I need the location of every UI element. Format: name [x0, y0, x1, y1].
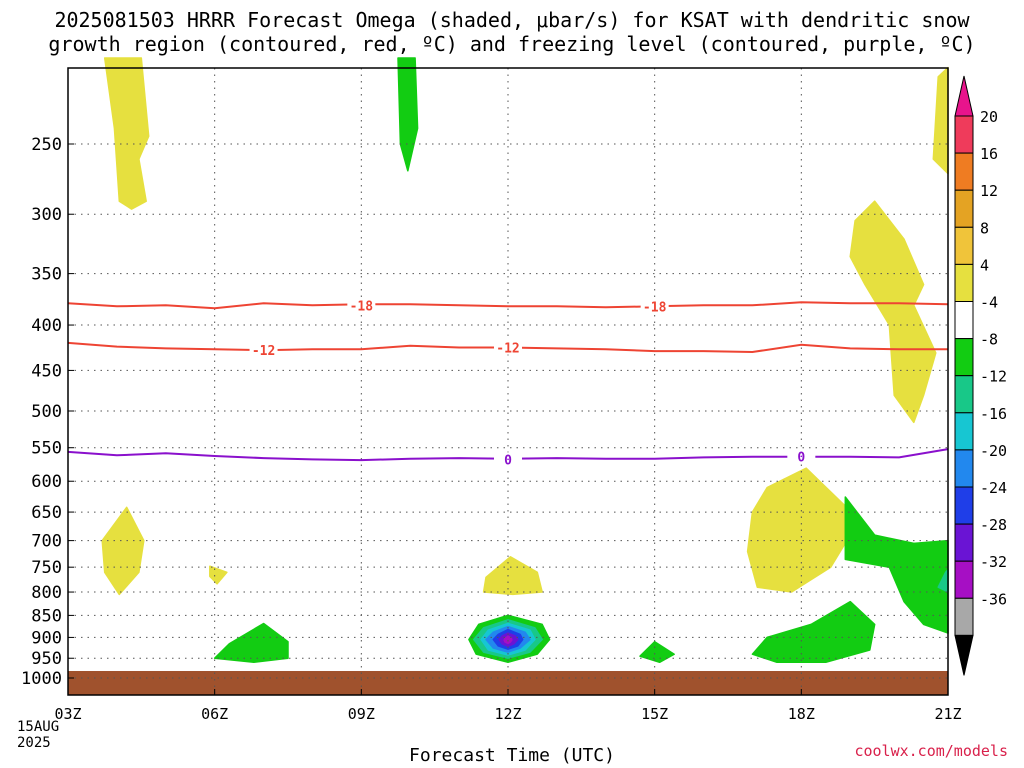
contour-label-0: 0 — [504, 453, 512, 468]
omega-region-1 — [101, 506, 145, 596]
colorbar: 20 16 12 8 4 -4 -8 -12 -16 -20 -24 -28 -32 -36 — [954, 75, 1007, 676]
contour-label-0: 0 — [797, 451, 805, 466]
contour-layer: -18 -18 -12 -12 0 0 — [67, 298, 949, 468]
colorbar-label: 4 — [980, 256, 989, 274]
colorbar-swatch-13 — [954, 597, 974, 636]
site-attribution: coolwx.com/models — [854, 742, 1008, 760]
y-tick-label: 300 — [31, 205, 62, 225]
colorbar-label: 20 — [980, 108, 998, 126]
colorbar-label: -8 — [980, 331, 998, 349]
y-tick-label: 550 — [31, 439, 62, 459]
omega-region-11 — [844, 496, 949, 634]
contour-label--18: -18 — [643, 300, 667, 315]
omega-region-8 — [213, 622, 289, 664]
colorbar-swatch-4 — [954, 263, 974, 302]
omega-region-3 — [482, 556, 543, 596]
start-date-label: 15AUG 2025 — [17, 719, 59, 751]
colorbar-bottom-arrow — [954, 634, 974, 676]
colorbar-swatch-8 — [954, 412, 974, 451]
x-axis: 03Z 06Z 09Z 12Z 15Z 18Z 21Z — [54, 689, 962, 723]
x-tick-label: 09Z — [348, 705, 375, 723]
contour-label-bg-1-0 — [249, 343, 278, 358]
y-tick-label: 850 — [31, 606, 62, 626]
y-tick-label: 350 — [31, 265, 62, 285]
colorbar-label: -20 — [980, 442, 1007, 460]
y-axis: 2503003504004505005506006507007508008509… — [21, 135, 74, 689]
colorbar-label: -36 — [980, 590, 1007, 608]
x-tick-label: 03Z — [54, 705, 81, 723]
omega-region-9 — [639, 640, 675, 664]
date-day-month: 15AUG — [17, 719, 60, 735]
date-year: 2025 — [17, 735, 51, 751]
colorbar-swatch-2 — [954, 189, 974, 228]
colorbar-swatch-7 — [954, 375, 974, 414]
x-tick-label: 12Z — [494, 705, 521, 723]
colorbar-swatch-9 — [954, 449, 974, 488]
x-tick-label: 21Z — [934, 705, 961, 723]
y-tick-label: 950 — [31, 649, 62, 669]
colorbar-swatch-6 — [954, 338, 974, 377]
grid-layer — [67, 68, 949, 695]
colorbar-top-arrow — [954, 75, 974, 117]
y-tick-label: 600 — [31, 472, 62, 492]
colorbar-label: -16 — [980, 405, 1007, 423]
colorbar-label: 8 — [980, 219, 989, 237]
colorbar-label: -32 — [980, 553, 1007, 571]
x-tick-label: 06Z — [201, 705, 228, 723]
x-axis-title: Forecast Time (UTC) — [409, 745, 615, 766]
colorbar-swatch-11 — [954, 523, 974, 562]
colorbar-label: -28 — [980, 516, 1007, 534]
omega-shading-layer — [101, 57, 949, 664]
y-tick-label: 700 — [31, 532, 62, 552]
omega-region-7 — [397, 57, 419, 172]
y-tick-label: 500 — [31, 402, 62, 422]
terrain-fill — [68, 671, 948, 695]
colorbar-swatch-1 — [954, 152, 974, 191]
colorbar-swatch-3 — [954, 226, 974, 265]
chart-title: 2025081503 HRRR Forecast Omega (shaded, … — [0, 8, 1024, 56]
y-tick-label: 450 — [31, 361, 62, 381]
colorbar-label: 16 — [980, 145, 998, 163]
contour-label--12: -12 — [496, 341, 519, 356]
terrain-layer — [68, 671, 948, 695]
omega-region-5 — [849, 200, 937, 424]
omega-region-6 — [932, 66, 949, 175]
colorbar-label: -12 — [980, 368, 1007, 386]
title-line-1: 2025081503 HRRR Forecast Omega (shaded, … — [54, 8, 970, 32]
contour-label-bg-0-0 — [347, 298, 376, 313]
x-tick-label: 18Z — [788, 705, 815, 723]
omega-region-2 — [209, 565, 228, 585]
contour-label--12: -12 — [252, 344, 275, 359]
omega-region-18 — [503, 635, 513, 645]
x-tick-label: 15Z — [641, 705, 668, 723]
contour-label--18: -18 — [350, 299, 374, 314]
y-tick-label: 750 — [31, 558, 62, 578]
omega-region-0 — [103, 57, 150, 210]
y-tick-label: 1000 — [21, 669, 62, 689]
y-tick-label: 250 — [31, 135, 62, 155]
contour-label-bg-1-1 — [494, 340, 522, 355]
omega-region-10 — [751, 600, 876, 664]
y-tick-label: 650 — [31, 503, 62, 523]
y-tick-label: 400 — [31, 316, 62, 336]
colorbar-label: 12 — [980, 182, 998, 200]
contour-label-bg-2-0 — [494, 452, 522, 467]
colorbar-swatch-0 — [954, 115, 974, 154]
omega-region-4 — [746, 467, 851, 593]
colorbar-swatch-10 — [954, 486, 974, 525]
contour-label-bg-0-1 — [640, 299, 669, 314]
contour-label-bg-2-1 — [787, 449, 816, 464]
title-line-2: growth region (contoured, red, ºC) and f… — [48, 32, 976, 56]
colorbar-label: -24 — [980, 479, 1007, 497]
y-tick-label: 900 — [31, 628, 62, 648]
colorbar-label: -4 — [980, 294, 998, 312]
y-tick-label: 800 — [31, 583, 62, 603]
contour-line--18 — [67, 301, 949, 310]
colorbar-swatch-12 — [954, 560, 974, 599]
colorbar-swatch-5 — [954, 301, 974, 340]
